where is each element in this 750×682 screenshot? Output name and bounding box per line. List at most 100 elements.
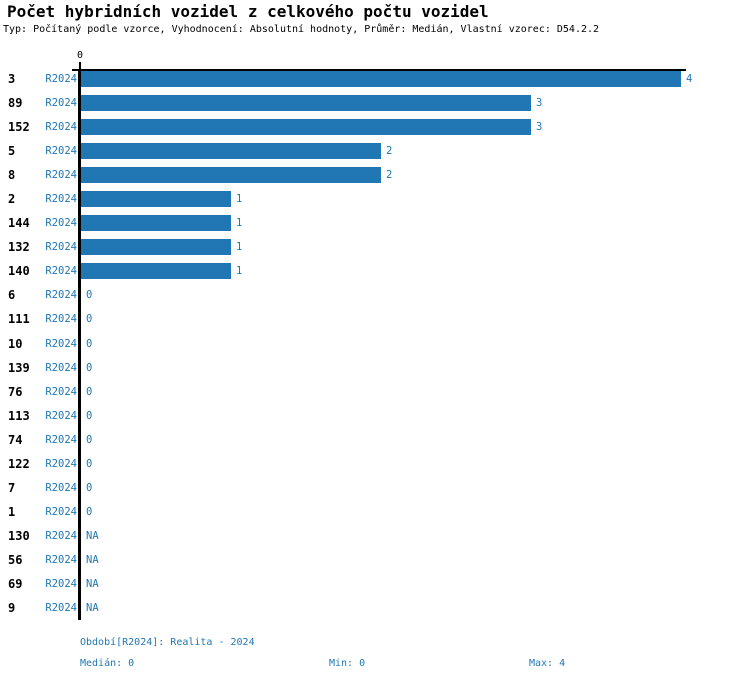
footer-period-label: Období[R2024]: Realita - 2024 [80,637,255,648]
row-category-label: 113 [8,408,30,423]
row-period-link[interactable]: R2024 [45,361,77,374]
row-value-label: 0 [86,313,93,326]
footer-median-label: Medián: 0 [80,658,135,669]
row-value-label: 0 [86,289,93,302]
row-value-label: 0 [86,409,93,422]
row-category-label: 10 [8,336,23,351]
row-category-label: 111 [8,312,30,327]
row-value-label: 2 [386,169,393,182]
chart-row: 1 R2024 0 [0,500,750,524]
row-value-label: 1 [236,217,243,230]
chart-row: 74 R2024 0 [0,428,750,452]
row-period-link[interactable]: R2024 [45,577,77,590]
row-value-label: 3 [536,97,543,110]
row-value-label: 2 [386,145,393,158]
row-bar [81,167,381,184]
row-category-label: 5 [8,144,16,159]
chart-row: 111 R2024 0 [0,307,750,331]
row-period-link[interactable]: R2024 [45,169,77,182]
row-value-label: 0 [86,457,93,470]
row-value-label: 0 [86,361,93,374]
chart-row: 144 R2024 1 [0,211,750,235]
row-value-label: 1 [236,241,243,254]
bar-rows-container: 3 R2024 4 89 R2024 3 152 R2024 3 5 R2024 2 8 R2024 2 2 R… [0,67,750,620]
row-bar [81,143,381,160]
row-period-link[interactable]: R2024 [45,433,77,446]
row-period-link[interactable]: R2024 [45,553,77,566]
row-category-label: 140 [8,264,30,279]
row-value-label: 1 [236,265,243,278]
row-category-label: 56 [8,552,23,567]
row-value-label: 1 [236,193,243,206]
chart-row: 132 R2024 1 [0,235,750,259]
chart-row: 69 R2024 NA [0,572,750,596]
row-category-label: 7 [8,480,16,495]
row-value-label: 3 [536,121,543,134]
row-category-label: 130 [8,528,30,543]
row-category-label: 1 [8,504,16,519]
chart-row: 3 R2024 4 [0,67,750,91]
row-category-label: 139 [8,360,30,375]
chart-subtitle: Typ: Počítaný podle vzorce, Vyhodnocení:… [3,24,600,35]
row-category-label: 74 [8,432,23,447]
chart-row: 7 R2024 0 [0,476,750,500]
row-period-link[interactable]: R2024 [45,409,77,422]
row-value-label: 0 [86,505,93,518]
chart-row: 152 R2024 3 [0,115,750,139]
row-period-link[interactable]: R2024 [45,265,77,278]
row-bar [81,71,681,87]
row-period-link[interactable]: R2024 [45,602,77,615]
row-value-label: NA [86,553,99,566]
row-period-link[interactable]: R2024 [45,241,77,254]
row-period-link[interactable]: R2024 [45,481,77,494]
row-period-link[interactable]: R2024 [45,145,77,158]
row-period-link[interactable]: R2024 [45,505,77,518]
chart-title: Počet hybridních vozidel z celkového poč… [7,2,489,21]
footer-max-label: Max: 4 [529,658,566,669]
row-bar [81,191,231,208]
row-bar [81,95,531,112]
chart-row: 9 R2024 NA [0,596,750,620]
row-value-label: 0 [86,433,93,446]
row-value-label: NA [86,577,99,590]
chart-row: 56 R2024 NA [0,548,750,572]
row-category-label: 69 [8,576,23,591]
row-value-label: NA [86,602,99,615]
row-value-label: 0 [86,481,93,494]
chart-row: 122 R2024 0 [0,452,750,476]
row-period-link[interactable]: R2024 [45,529,77,542]
row-period-link[interactable]: R2024 [45,385,77,398]
row-value-label: 0 [86,337,93,350]
row-period-link[interactable]: R2024 [45,97,77,110]
y-axis-line [78,69,81,620]
row-value-label: NA [86,529,99,542]
row-category-label: 6 [8,288,16,303]
row-value-label: 0 [86,385,93,398]
row-period-link[interactable]: R2024 [45,457,77,470]
x-axis-zero-tick-label: 0 [76,50,84,61]
row-category-label: 2 [8,192,16,207]
chart-row: 8 R2024 2 [0,163,750,187]
row-period-link[interactable]: R2024 [45,121,77,134]
row-period-link[interactable]: R2024 [45,193,77,206]
row-period-link[interactable]: R2024 [45,217,77,230]
row-bar [81,263,231,280]
row-period-link[interactable]: R2024 [45,73,77,85]
footer-min-label: Min: 0 [329,658,366,669]
x-axis-zero-tick-mark [79,62,81,69]
chart-row: 113 R2024 0 [0,404,750,428]
row-value-label: 4 [686,73,693,85]
chart-row: 89 R2024 3 [0,91,750,115]
row-category-label: 144 [8,216,30,231]
row-period-link[interactable]: R2024 [45,313,77,326]
row-bar [81,215,231,232]
row-period-link[interactable]: R2024 [45,337,77,350]
chart-row: 139 R2024 0 [0,356,750,380]
row-bar [81,119,531,136]
chart-row: 130 R2024 NA [0,524,750,548]
row-period-link[interactable]: R2024 [45,289,77,302]
row-category-label: 8 [8,168,16,183]
chart-row: 6 R2024 0 [0,283,750,307]
row-category-label: 76 [8,384,23,399]
chart-row: 5 R2024 2 [0,139,750,163]
